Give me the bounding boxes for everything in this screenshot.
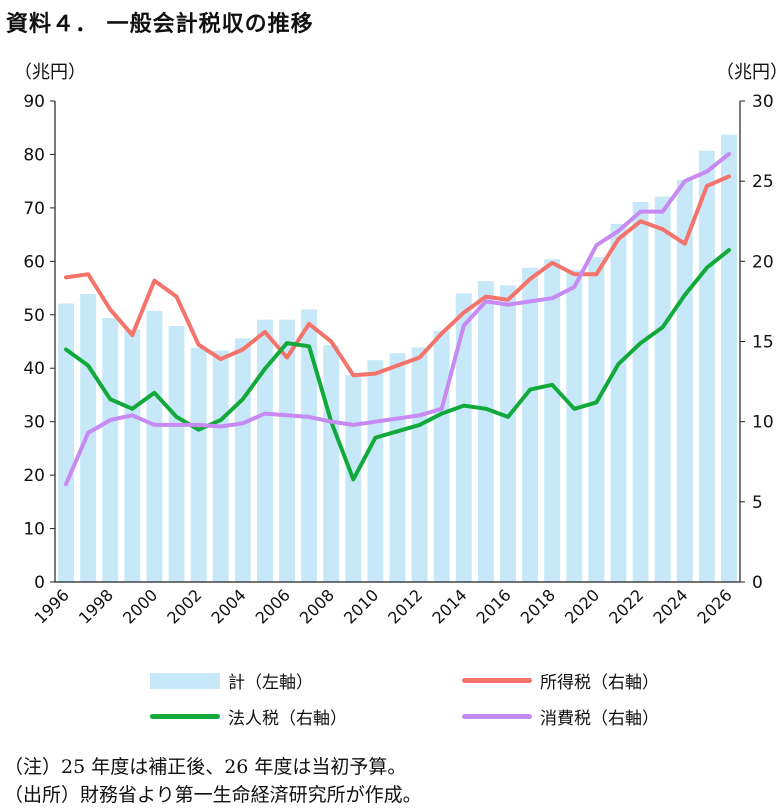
- bar-total-2004: [234, 338, 251, 582]
- bar-total-2011: [389, 353, 406, 582]
- right-tick-label-25: 25: [752, 172, 774, 192]
- bar-total-2019: [566, 269, 583, 582]
- bar-total-2010: [367, 360, 384, 582]
- x-tick-label-2022: 2022: [605, 585, 647, 627]
- bar-total-1996: [58, 303, 75, 582]
- bar-total-2001: [168, 326, 185, 582]
- line-consumption: [64, 151, 731, 487]
- bar-total-2003: [212, 350, 229, 582]
- bar-total-2020: [588, 257, 605, 582]
- left-tick-label-60: 60: [23, 252, 45, 272]
- left-tick-label-20: 20: [23, 466, 45, 486]
- x-tick-label-2012: 2012: [384, 585, 426, 627]
- legend-total-swatch: [150, 672, 220, 689]
- bar-total-2013: [433, 330, 450, 582]
- bar-total-2000: [146, 311, 163, 582]
- bar-total-2026: [720, 134, 737, 583]
- bar-total-2023: [654, 196, 671, 582]
- left-tick-label-10: 10: [23, 520, 45, 540]
- right-tick-label-15: 15: [752, 333, 774, 353]
- legend-total: 計（左軸）: [150, 668, 313, 693]
- legend-income: 所得税（右軸）: [462, 668, 659, 693]
- bar-total-2017: [522, 267, 539, 582]
- x-tick-label-2018: 2018: [517, 585, 559, 627]
- left-tick-label-0: 0: [34, 573, 45, 593]
- x-tick-label-2002: 2002: [163, 585, 205, 627]
- legend-consumption: 消費税（右軸）: [462, 704, 659, 729]
- legend-corporate-label: 法人税（右軸）: [228, 709, 347, 729]
- x-tick-label-2024: 2024: [649, 585, 691, 627]
- x-tick-label-2026: 2026: [694, 585, 736, 627]
- left-tick-label-30: 30: [23, 413, 45, 433]
- x-tick-label-2006: 2006: [252, 585, 294, 627]
- x-tick-label-2016: 2016: [473, 585, 515, 627]
- bar-total-1998: [102, 317, 119, 582]
- x-tick-label-2010: 2010: [340, 585, 382, 627]
- footnote-source: （出所）財務省より第一生命経済研究所が作成。: [4, 784, 422, 806]
- right-tick-label-5: 5: [752, 493, 763, 513]
- bar-total-1997: [80, 293, 97, 582]
- line-income: [64, 174, 731, 378]
- chart-title: 資料４． 一般会計税収の推移: [6, 12, 314, 37]
- bar-total-2022: [632, 202, 649, 582]
- bar-total-2002: [190, 347, 207, 582]
- x-tick-label-2004: 2004: [207, 585, 249, 627]
- right-tick-label-30: 30: [752, 92, 774, 112]
- legend-consumption-swatch: [462, 714, 532, 719]
- legend-corporate-swatch: [150, 714, 220, 719]
- x-tick-label-2008: 2008: [296, 585, 338, 627]
- x-tick-label-2000: 2000: [119, 585, 161, 627]
- bar-total-2007: [301, 309, 318, 582]
- bar-total-2014: [455, 293, 472, 582]
- bar-total-2005: [256, 319, 273, 582]
- right-tick-label-0: 0: [752, 573, 763, 593]
- legend-income-label: 所得税（右軸）: [540, 673, 659, 693]
- left-tick-label-90: 90: [23, 92, 45, 112]
- bar-total-1999: [124, 329, 141, 582]
- legend-income-swatch: [462, 678, 532, 683]
- bar-total-2021: [610, 223, 627, 582]
- right-tick-label-10: 10: [752, 413, 774, 433]
- x-tick-label-2020: 2020: [561, 585, 603, 627]
- left-tick-label-70: 70: [23, 199, 45, 219]
- right-axis-unit: （兆円）: [716, 62, 779, 83]
- right-tick-label-20: 20: [752, 252, 774, 272]
- legend-total-label: 計（左軸）: [228, 673, 313, 693]
- x-tick-label-1998: 1998: [75, 585, 117, 627]
- bar-total-2006: [279, 319, 295, 582]
- bar-total-2025: [698, 150, 715, 582]
- bar-total-2008: [323, 345, 340, 582]
- left-tick-label-40: 40: [23, 359, 45, 379]
- footnote-note: （注）25 年度は補正後、26 年度は当初予算。: [4, 756, 407, 778]
- left-tick-label-50: 50: [23, 306, 45, 326]
- bar-total-2016: [500, 285, 516, 582]
- bar-total-2015: [477, 281, 494, 582]
- line-corporate: [64, 248, 731, 482]
- legend-corporate: 法人税（右軸）: [150, 704, 347, 729]
- left-tick-label-80: 80: [23, 145, 45, 165]
- bar-total-2012: [411, 347, 428, 582]
- legend-consumption-label: 消費税（右軸）: [540, 709, 659, 729]
- bar-total-2018: [544, 259, 561, 582]
- left-axis-unit: （兆円）: [14, 62, 86, 83]
- x-tick-label-2014: 2014: [428, 585, 470, 627]
- bar-total-2024: [676, 180, 693, 582]
